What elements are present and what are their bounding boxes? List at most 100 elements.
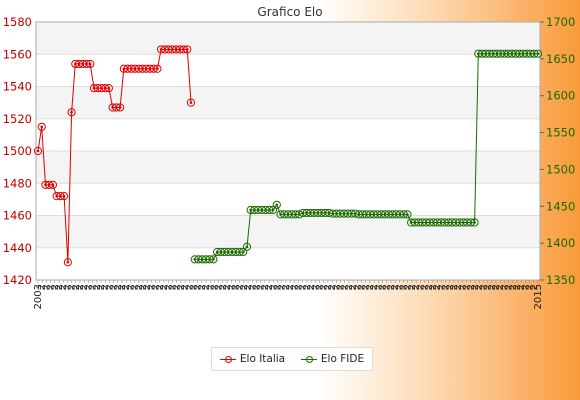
x-tick-label: 2 bbox=[159, 284, 170, 290]
data-point-core bbox=[156, 67, 159, 71]
grid-band bbox=[36, 183, 540, 216]
right-tick-label: 1550 bbox=[546, 126, 575, 140]
x-tick-label: 2 bbox=[54, 284, 65, 290]
x-tick-label: 2 bbox=[251, 284, 262, 290]
x-tick-label: 2 bbox=[504, 284, 515, 290]
grid-bands bbox=[35, 21, 541, 281]
right-tick-label: 1650 bbox=[546, 52, 575, 66]
grid-band bbox=[36, 86, 540, 119]
left-tick-label: 1460 bbox=[3, 209, 32, 223]
x-tick-label: 2003 bbox=[33, 284, 44, 309]
x-tick-label: 2 bbox=[155, 284, 166, 290]
x-tick-label: 2 bbox=[58, 284, 69, 290]
x-tick-label: 2015 bbox=[533, 284, 544, 309]
data-point-core bbox=[271, 208, 275, 212]
data-point-core bbox=[40, 125, 44, 129]
x-tick-label: 2 bbox=[209, 284, 220, 290]
right-tick-label: 1400 bbox=[546, 236, 575, 250]
x-tick-label: 2 bbox=[71, 284, 82, 290]
x-tick-label: 2 bbox=[495, 284, 506, 290]
right-tick-label: 1450 bbox=[546, 199, 575, 213]
data-point bbox=[115, 103, 125, 112]
x-tick-label: 2 bbox=[79, 284, 90, 290]
x-tick-label: 2 bbox=[365, 284, 376, 290]
x-tick-label: 2 bbox=[37, 284, 48, 290]
data-point-core bbox=[66, 260, 70, 264]
data-point bbox=[60, 192, 69, 201]
x-tick-label: 2 bbox=[243, 284, 254, 290]
x-tick-label: 2 bbox=[201, 284, 212, 290]
x-tick-label: 2 bbox=[67, 284, 78, 290]
x-tick-label: 2 bbox=[470, 284, 481, 290]
x-tick-label: 2 bbox=[352, 284, 363, 290]
x-tick-label: 2 bbox=[361, 284, 372, 290]
x-tick-label: 2 bbox=[516, 284, 527, 290]
data-point bbox=[104, 84, 113, 93]
data-point-core bbox=[88, 62, 92, 66]
legend: Elo Italia Elo FIDE bbox=[211, 347, 373, 371]
data-point bbox=[272, 200, 281, 209]
data-point-core bbox=[118, 106, 122, 109]
left-tick-label: 1420 bbox=[3, 273, 32, 287]
x-tick-label: 2 bbox=[462, 284, 473, 290]
x-tick-label: 2 bbox=[109, 284, 120, 290]
x-tick-label: 2 bbox=[88, 284, 99, 290]
x-tick-label: 2 bbox=[121, 284, 132, 290]
x-tick-label: 2 bbox=[394, 284, 405, 290]
x-tick-label: 2 bbox=[441, 284, 452, 290]
x-tick-label: 2 bbox=[382, 284, 393, 290]
legend-item-elo-italia: Elo Italia bbox=[219, 353, 285, 365]
x-tick-label: 2 bbox=[113, 284, 124, 290]
x-tick-label: 2 bbox=[142, 284, 153, 290]
x-tick-label: 2 bbox=[298, 284, 309, 290]
grid-band bbox=[36, 151, 540, 184]
x-tick-label: 2 bbox=[92, 284, 103, 290]
x-tick-label: 2 bbox=[436, 284, 447, 290]
data-point-core bbox=[536, 52, 540, 55]
x-tick-label: 2 bbox=[529, 284, 540, 290]
x-tick-label: 2 bbox=[125, 284, 136, 290]
x-tick-label: 2 bbox=[268, 284, 279, 290]
series-layer bbox=[33, 45, 543, 267]
left-tick-label: 1480 bbox=[3, 176, 32, 190]
data-point bbox=[86, 59, 95, 69]
data-point bbox=[209, 255, 218, 264]
x-tick-label: 2 bbox=[491, 284, 502, 290]
left-tick-label: 1540 bbox=[3, 80, 32, 94]
series-elo-italia bbox=[33, 45, 196, 267]
x-tick-label: 2 bbox=[264, 284, 275, 290]
x-tick-label: 2 bbox=[230, 284, 241, 290]
x-tick-label: 2 bbox=[197, 284, 208, 290]
x-tick-label: 2 bbox=[138, 284, 149, 290]
x-tick-label: 2 bbox=[247, 284, 258, 290]
x-tick-label: 2 bbox=[96, 284, 107, 290]
x-tick-label: 2 bbox=[205, 284, 216, 290]
left-axis: 1420 1440 1460 1480 1500 1520 1540 1560 1580 bbox=[3, 15, 32, 287]
data-point-core bbox=[212, 258, 215, 261]
left-tick-label: 1580 bbox=[3, 15, 32, 29]
data-point bbox=[153, 64, 162, 73]
x-tick-label: 2 bbox=[41, 284, 52, 290]
data-point-core bbox=[473, 221, 476, 224]
data-point bbox=[63, 258, 72, 267]
legend-item-elo-fide: Elo FIDE bbox=[300, 353, 364, 365]
left-tick-label: 1560 bbox=[3, 47, 32, 61]
x-tick-label: 2 bbox=[218, 284, 229, 290]
x-tick-label: 2 bbox=[130, 284, 141, 290]
data-point-core bbox=[406, 213, 409, 216]
x-tick-label: 2 bbox=[445, 284, 456, 290]
x-tick-label: 2 bbox=[167, 284, 178, 290]
x-tick-label: 2 bbox=[520, 284, 531, 290]
x-tick-label: 2 bbox=[357, 284, 368, 290]
x-tick-label: 2 bbox=[403, 284, 414, 290]
x-tick-label: 2 bbox=[62, 284, 73, 290]
x-tick-label: 2 bbox=[222, 284, 233, 290]
x-tick-label: 2 bbox=[239, 284, 250, 290]
x-tick-label: 2 bbox=[525, 284, 536, 290]
x-tick-label: 2 bbox=[369, 284, 380, 290]
x-tick-label: 2 bbox=[407, 284, 418, 290]
data-point-core bbox=[189, 101, 193, 104]
data-point-core bbox=[275, 203, 279, 207]
